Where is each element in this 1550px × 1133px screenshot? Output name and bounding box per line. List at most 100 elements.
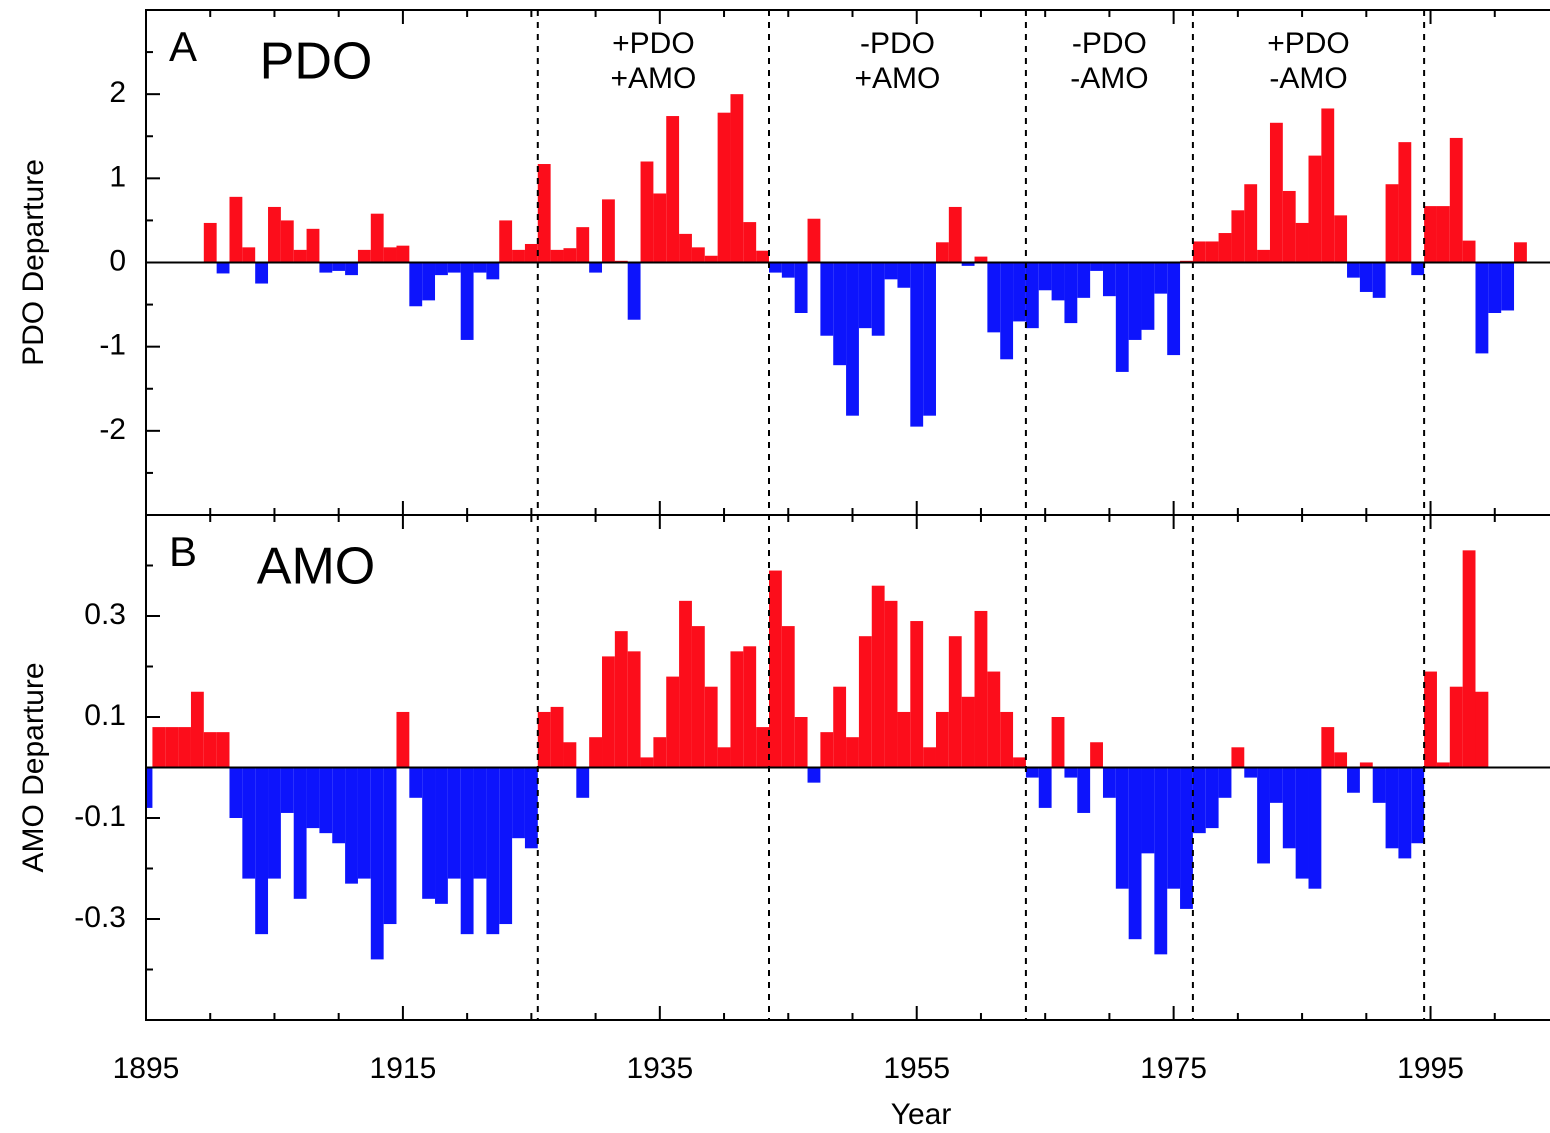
bar bbox=[512, 767, 525, 839]
bar bbox=[1372, 767, 1386, 803]
bar bbox=[486, 767, 500, 935]
bar bbox=[524, 767, 538, 849]
bar bbox=[846, 262, 859, 416]
bar bbox=[242, 247, 256, 263]
y-tick-label: 0.1 bbox=[84, 699, 126, 732]
bar bbox=[1013, 262, 1026, 322]
bar bbox=[923, 262, 936, 416]
bar bbox=[1231, 747, 1245, 768]
bar bbox=[910, 621, 924, 768]
bar bbox=[1064, 262, 1078, 324]
bar bbox=[1128, 767, 1142, 940]
bar bbox=[242, 767, 256, 879]
bar bbox=[858, 262, 872, 329]
bar bbox=[1077, 767, 1091, 813]
bar bbox=[781, 262, 795, 278]
bar bbox=[833, 686, 847, 768]
bar bbox=[396, 711, 410, 768]
regime-label: +PDO bbox=[612, 27, 695, 60]
bar bbox=[846, 737, 859, 768]
bar bbox=[1488, 262, 1502, 313]
bar bbox=[1269, 122, 1283, 263]
bar bbox=[602, 656, 615, 768]
bar bbox=[1282, 190, 1296, 263]
bar bbox=[1192, 767, 1206, 834]
bar bbox=[769, 262, 782, 273]
bar bbox=[319, 767, 333, 834]
bar bbox=[537, 164, 551, 263]
bar bbox=[935, 242, 949, 263]
bar bbox=[923, 747, 936, 768]
bar bbox=[691, 247, 705, 263]
bar bbox=[473, 262, 487, 273]
bar bbox=[1205, 767, 1219, 829]
bar bbox=[910, 262, 924, 427]
bar bbox=[178, 727, 191, 768]
bar bbox=[268, 767, 281, 879]
bar bbox=[370, 767, 384, 960]
bar bbox=[756, 250, 770, 263]
y-axis-label: PDO Departure bbox=[17, 159, 50, 366]
bar bbox=[280, 767, 294, 813]
bar bbox=[1436, 762, 1450, 768]
x-tick-label: 1975 bbox=[1140, 1052, 1207, 1085]
bar bbox=[1244, 767, 1258, 778]
bar bbox=[357, 249, 371, 263]
bar bbox=[345, 767, 358, 884]
bar bbox=[319, 262, 333, 273]
bar bbox=[447, 262, 461, 273]
panel-title: PDO bbox=[260, 33, 373, 91]
bar bbox=[229, 767, 243, 818]
bar bbox=[1077, 262, 1091, 298]
panel-label: B bbox=[169, 528, 197, 575]
bar bbox=[794, 262, 808, 313]
bar bbox=[807, 767, 821, 783]
bar bbox=[589, 737, 603, 768]
bar bbox=[1115, 767, 1129, 889]
bar bbox=[1090, 262, 1103, 271]
bar bbox=[666, 676, 680, 768]
y-tick-label: 0 bbox=[109, 244, 126, 277]
bar bbox=[486, 262, 500, 280]
bar bbox=[653, 737, 667, 768]
bar bbox=[524, 243, 538, 263]
bar bbox=[589, 262, 603, 273]
bar bbox=[1180, 767, 1193, 909]
bar bbox=[1102, 767, 1116, 798]
bar bbox=[306, 767, 320, 829]
bar bbox=[409, 767, 423, 798]
bar bbox=[576, 227, 590, 263]
bar bbox=[1257, 767, 1270, 864]
bar bbox=[1090, 742, 1103, 768]
y-tick-label: -1 bbox=[99, 329, 126, 362]
bar bbox=[1347, 767, 1360, 793]
bar bbox=[1218, 767, 1232, 798]
bar bbox=[640, 757, 654, 768]
bar bbox=[306, 228, 320, 263]
bar bbox=[871, 262, 885, 336]
bar bbox=[1038, 767, 1052, 808]
bar bbox=[499, 767, 513, 925]
bar bbox=[422, 262, 436, 301]
x-tick-label: 1915 bbox=[370, 1052, 437, 1085]
bar bbox=[987, 262, 1001, 333]
bar bbox=[422, 767, 436, 899]
bar bbox=[1000, 262, 1014, 360]
bar bbox=[152, 727, 166, 768]
bar bbox=[1385, 767, 1399, 849]
bar bbox=[1334, 752, 1348, 768]
bar bbox=[460, 262, 474, 340]
regime-label: -PDO bbox=[1072, 27, 1147, 60]
y-tick-label: -2 bbox=[99, 413, 126, 446]
y-tick-label: -0.1 bbox=[74, 800, 126, 833]
bar bbox=[216, 732, 230, 768]
bar bbox=[1475, 262, 1489, 354]
bar bbox=[1051, 717, 1065, 768]
bar bbox=[203, 732, 217, 768]
bar bbox=[1167, 767, 1181, 889]
bar bbox=[550, 706, 564, 768]
regime-label: +AMO bbox=[855, 62, 941, 95]
bar bbox=[653, 193, 667, 263]
panel-label: A bbox=[169, 23, 197, 70]
bar bbox=[1398, 767, 1412, 859]
